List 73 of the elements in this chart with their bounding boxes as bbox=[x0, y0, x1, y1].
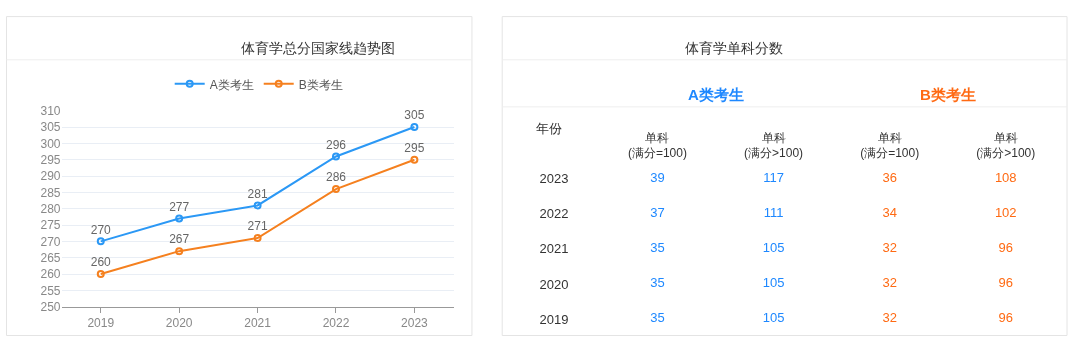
data-label: 96 bbox=[998, 239, 1013, 255]
data-label: 281 bbox=[247, 186, 268, 201]
data-label: 105 bbox=[762, 275, 785, 291]
data-label: 96 bbox=[998, 310, 1013, 326]
data-label: 36 bbox=[882, 169, 897, 185]
y-tick-label: 270 bbox=[40, 234, 61, 249]
y-tick-label: 2021 bbox=[539, 241, 569, 257]
legend-label: B类考生 bbox=[298, 77, 343, 92]
x-tick-label: 2021 bbox=[244, 316, 272, 331]
text: A类考生 bbox=[688, 86, 744, 103]
point bbox=[96, 237, 105, 246]
chart-title: 体育学单科分数 bbox=[685, 40, 783, 56]
data-label: 35 bbox=[650, 275, 665, 291]
y-tick-label: 310 bbox=[40, 103, 61, 118]
y-axis-title: 年份 bbox=[536, 121, 562, 136]
data-label: 277 bbox=[169, 199, 190, 214]
data-label: 117 bbox=[763, 169, 784, 185]
text: B类考生 bbox=[920, 86, 976, 103]
data-label: 102 bbox=[994, 204, 1017, 220]
x-tick-label: 单科 (满分>100) bbox=[744, 130, 804, 161]
y-tick-label: 255 bbox=[40, 283, 61, 298]
y-tick-label: 260 bbox=[40, 267, 61, 282]
y-tick-label: 290 bbox=[40, 169, 61, 184]
legend-label: A类考生 bbox=[209, 77, 254, 92]
point bbox=[410, 123, 419, 132]
data-label: 305 bbox=[404, 108, 425, 123]
x-tick-label: 单科 (满分=100) bbox=[860, 130, 920, 161]
data-label: 111 bbox=[763, 204, 784, 220]
data-label: 271 bbox=[247, 219, 268, 234]
y-tick-label: 295 bbox=[40, 152, 61, 167]
x-tick-label: 2023 bbox=[401, 316, 429, 331]
y-tick-label: 2023 bbox=[539, 170, 569, 186]
data-label: 39 bbox=[650, 169, 665, 185]
chart-title: 体育学总分国家线趋势图 bbox=[241, 40, 395, 56]
data-label: 295 bbox=[404, 140, 425, 155]
point bbox=[175, 247, 184, 256]
data-label: 34 bbox=[882, 204, 897, 220]
data-label: 32 bbox=[882, 275, 897, 291]
point bbox=[253, 234, 262, 243]
point bbox=[253, 201, 262, 210]
data-label: 270 bbox=[90, 222, 112, 237]
data-label: 105 bbox=[762, 239, 785, 255]
x-tick-label: 2022 bbox=[322, 316, 350, 331]
x-tick-label: 2020 bbox=[165, 316, 193, 331]
y-tick-label: 285 bbox=[40, 185, 61, 200]
data-label: 32 bbox=[882, 239, 897, 255]
data-label: 108 bbox=[994, 169, 1017, 185]
point bbox=[331, 185, 340, 194]
y-tick-label: 250 bbox=[40, 299, 61, 314]
x-tick-label: 单科 (满分>100) bbox=[976, 130, 1036, 161]
point bbox=[331, 152, 340, 161]
data-label: 32 bbox=[882, 310, 897, 326]
y-tick-label: 280 bbox=[40, 201, 61, 216]
point bbox=[410, 155, 419, 164]
data-label: 296 bbox=[325, 137, 347, 152]
data-label: 260 bbox=[90, 255, 112, 270]
y-tick-label: 300 bbox=[40, 136, 61, 151]
y-tick-label: 2020 bbox=[539, 276, 569, 292]
data-label: 37 bbox=[650, 204, 665, 220]
data-label: 267 bbox=[169, 232, 190, 247]
data-label: 35 bbox=[650, 239, 665, 255]
y-tick-label: 265 bbox=[40, 250, 61, 265]
data-label: 96 bbox=[998, 275, 1013, 291]
data-label: 35 bbox=[650, 310, 665, 326]
x-tick-label: 2019 bbox=[87, 316, 115, 331]
x-tick-label: 单科 (满分=100) bbox=[627, 130, 687, 161]
y-tick-label: 2022 bbox=[539, 206, 569, 222]
data-label: 105 bbox=[762, 310, 785, 326]
point bbox=[175, 214, 184, 223]
y-tick-label: 275 bbox=[40, 218, 61, 233]
point bbox=[96, 270, 105, 279]
y-tick-label: 305 bbox=[40, 120, 61, 135]
data-label: 286 bbox=[325, 170, 347, 185]
